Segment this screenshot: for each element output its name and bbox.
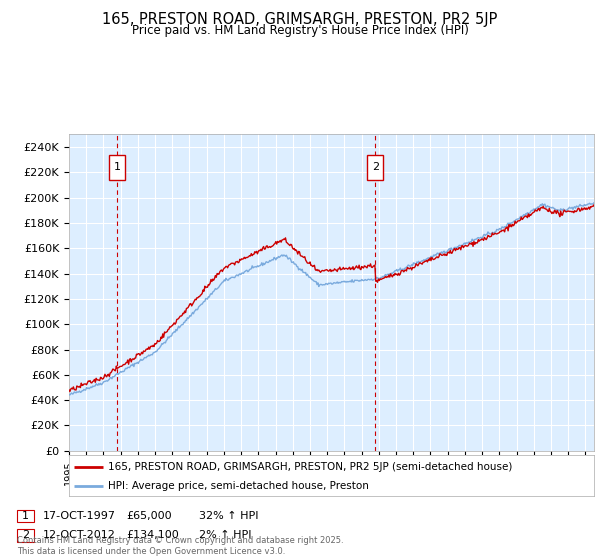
Text: 1: 1	[22, 511, 29, 521]
Text: 2: 2	[371, 162, 379, 172]
Bar	[109, 155, 125, 180]
Text: Price paid vs. HM Land Registry's House Price Index (HPI): Price paid vs. HM Land Registry's House …	[131, 24, 469, 36]
Text: 1: 1	[113, 162, 121, 172]
Text: 17-OCT-1997: 17-OCT-1997	[43, 511, 116, 521]
Text: 12-OCT-2012: 12-OCT-2012	[43, 530, 115, 540]
Text: £65,000: £65,000	[127, 511, 172, 521]
Text: 165, PRESTON ROAD, GRIMSARGH, PRESTON, PR2 5JP (semi-detached house): 165, PRESTON ROAD, GRIMSARGH, PRESTON, P…	[109, 461, 513, 472]
Text: 32% ↑ HPI: 32% ↑ HPI	[199, 511, 258, 521]
Text: 2: 2	[22, 530, 29, 540]
Bar	[367, 155, 383, 180]
Text: £134,100: £134,100	[127, 530, 179, 540]
Text: Contains HM Land Registry data © Crown copyright and database right 2025.
This d: Contains HM Land Registry data © Crown c…	[17, 536, 343, 556]
Text: 165, PRESTON ROAD, GRIMSARGH, PRESTON, PR2 5JP: 165, PRESTON ROAD, GRIMSARGH, PRESTON, P…	[103, 12, 497, 27]
Text: 2% ↑ HPI: 2% ↑ HPI	[199, 530, 251, 540]
Text: HPI: Average price, semi-detached house, Preston: HPI: Average price, semi-detached house,…	[109, 480, 369, 491]
